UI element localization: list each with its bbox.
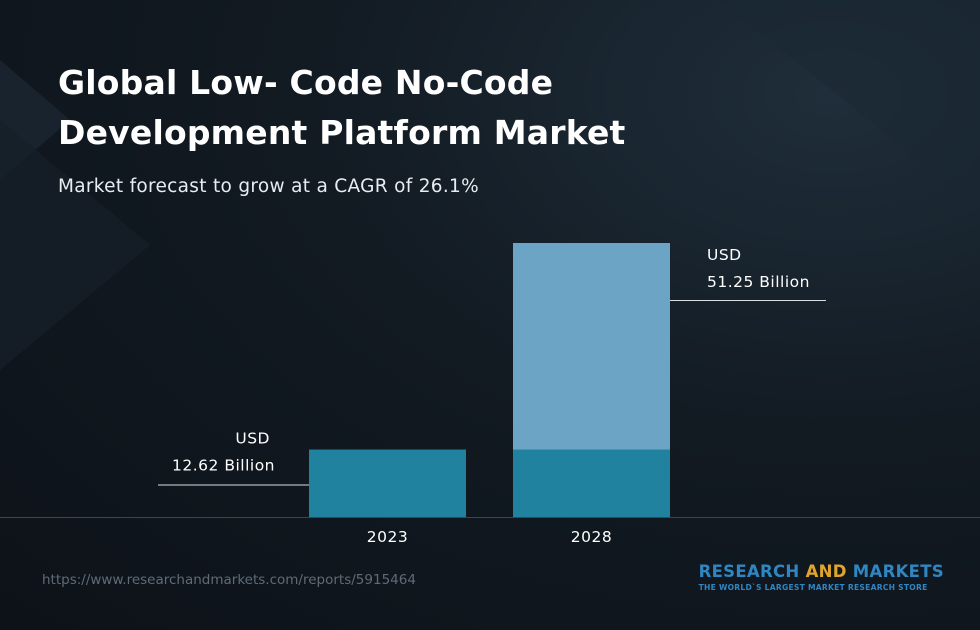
x-tick-label-2028: 2028 <box>571 528 612 546</box>
brand-tagline: THE WORLD`S LARGEST MARKET RESEARCH STOR… <box>698 583 928 592</box>
bar-2028-base-portion <box>513 449 670 517</box>
brand-logo: RESEARCH AND MARKETS THE WORLD`S LARGEST… <box>699 562 944 592</box>
data-label-2028-currency: USD <box>707 246 742 264</box>
chart-subtitle: Market forecast to grow at a CAGR of 26.… <box>58 176 479 197</box>
chart-title: Global Low- Code No-Code Development Pla… <box>58 63 626 152</box>
data-label-2023-value: 12.62 Billion <box>172 457 275 475</box>
data-label-2028-value: 51.25 Billion <box>707 273 810 291</box>
bar-2023 <box>309 449 466 517</box>
x-tick-label-2023: 2023 <box>367 528 408 546</box>
source-url: https://www.researchandmarkets.com/repor… <box>42 572 416 588</box>
data-label-2023-currency: USD <box>235 430 270 448</box>
brand-name: RESEARCH AND MARKETS <box>698 562 944 581</box>
